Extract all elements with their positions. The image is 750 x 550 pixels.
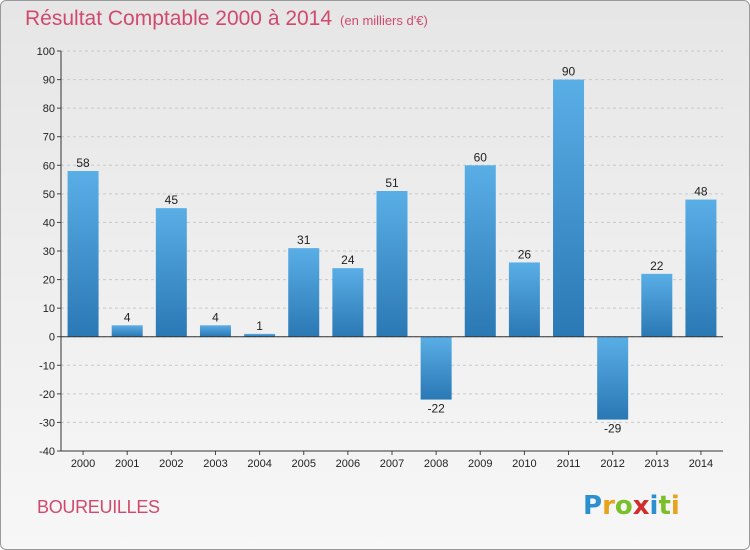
value-label-2001: 4 xyxy=(124,310,131,324)
y-tick-label: 60 xyxy=(43,160,55,172)
bar-2010 xyxy=(508,262,540,337)
value-label-2007: 51 xyxy=(385,176,399,190)
place-name: BOUREUILLES xyxy=(37,497,160,517)
value-label-2002: 45 xyxy=(165,193,179,207)
y-tick-label: -30 xyxy=(39,417,55,429)
bar-2012 xyxy=(597,336,629,420)
y-tick-label: -40 xyxy=(39,446,55,458)
value-label-2005: 31 xyxy=(297,233,311,247)
x-tick-label: 2002 xyxy=(159,458,183,470)
bar-2007 xyxy=(376,191,408,337)
y-tick-label: 100 xyxy=(37,46,55,58)
y-tick-label: 70 xyxy=(43,132,55,144)
y-tick-label: 20 xyxy=(43,275,55,287)
chart-subtitle: (en milliers d'€) xyxy=(340,13,428,28)
value-label-2003: 4 xyxy=(212,310,219,324)
bar-2014 xyxy=(685,199,717,337)
x-tick-label: 2000 xyxy=(71,458,95,470)
bar-2002 xyxy=(155,208,187,337)
bar-2000 xyxy=(67,171,99,337)
chart-title: Résultat Comptable 2000 à 2014 (en millie… xyxy=(25,7,428,31)
bar-2011 xyxy=(553,79,585,337)
bar-2006 xyxy=(332,268,364,337)
labels: 58 4 45 4 1 31 24 51 -22 60 26 90 -29 22 48 xyxy=(76,65,708,436)
x-tick-label: 2013 xyxy=(645,458,669,470)
value-label-2010: 26 xyxy=(518,247,532,261)
x-tick-label: 2003 xyxy=(203,458,227,470)
x-tick-label: 2001 xyxy=(115,458,139,470)
value-label-2009: 60 xyxy=(474,150,488,164)
x-tick-label: 2004 xyxy=(247,458,271,470)
value-label-2014: 48 xyxy=(694,185,708,199)
bar-2004 xyxy=(244,333,276,337)
bar-2009 xyxy=(464,165,496,337)
y-tick-label: 30 xyxy=(43,246,55,258)
y-tick-label: 40 xyxy=(43,217,55,229)
value-label-2011: 90 xyxy=(562,65,576,79)
axes: -40 -30 -20 -10 0 10 20 30 40 50 60 70 80 90 100 2000 20… xyxy=(37,46,723,470)
x-tick-label: 2010 xyxy=(512,458,536,470)
x-tick-label: 2007 xyxy=(380,458,404,470)
x-tick-label: 2005 xyxy=(291,458,315,470)
y-tick-label: -10 xyxy=(39,360,55,372)
x-tick-label: 2012 xyxy=(600,458,624,470)
value-label-2006: 24 xyxy=(341,253,355,267)
bar-2001 xyxy=(111,325,143,337)
y-tick-label: 90 xyxy=(43,75,55,87)
value-label-2012: -29 xyxy=(604,422,622,436)
y-tick-label: 80 xyxy=(43,103,55,115)
chart-title-text: Résultat Comptable 2000 à 2014 xyxy=(25,7,333,30)
y-tick-label: 0 xyxy=(49,332,55,344)
value-label-2004: 1 xyxy=(256,319,263,333)
bar-2003 xyxy=(199,325,231,337)
bars xyxy=(67,79,717,420)
x-tick-label: 2006 xyxy=(336,458,360,470)
bar-2013 xyxy=(641,273,673,337)
x-tick-label: 2014 xyxy=(689,458,713,470)
y-tick-label: 50 xyxy=(43,189,55,201)
bar-2005 xyxy=(288,248,320,337)
bar-2008 xyxy=(420,336,452,400)
value-label-2013: 22 xyxy=(650,259,664,273)
proxiti-logo[interactable]: Proxiti xyxy=(583,491,680,521)
x-tick-label: 2011 xyxy=(557,458,581,470)
x-tick-label: 2009 xyxy=(468,458,492,470)
x-tick-label: 2008 xyxy=(424,458,448,470)
y-tick-label: -20 xyxy=(39,389,55,401)
y-tick-label: 10 xyxy=(43,303,55,315)
value-label-2000: 58 xyxy=(76,156,90,170)
value-label-2008: -22 xyxy=(427,402,445,416)
